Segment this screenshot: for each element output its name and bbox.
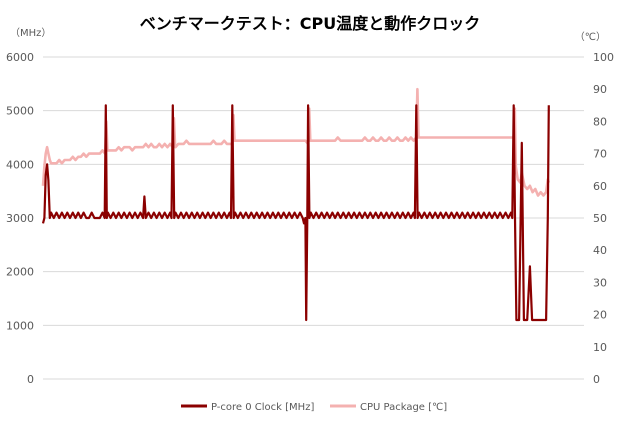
right-tick-label: 50 [593, 212, 607, 225]
left-tick-label: 4000 [6, 158, 34, 171]
left-tick-label: 2000 [6, 266, 34, 279]
right-tick-label: 60 [593, 180, 607, 193]
series-lines [41, 87, 551, 322]
right-tick-label: 30 [593, 276, 607, 289]
left-tick-label: 0 [27, 373, 34, 386]
legend: P-core 0 Clock [MHz] CPU Package [℃] [181, 402, 447, 413]
left-axis-unit: （MHz） [10, 27, 51, 39]
right-tick-label: 70 [593, 148, 607, 161]
legend-label-p-core-clock: P-core 0 Clock [MHz] [211, 402, 314, 413]
right-tick-label: 20 [593, 309, 607, 322]
left-tick-label: 6000 [6, 51, 34, 64]
right-tick-label: 80 [593, 115, 607, 128]
right-axis-unit: （℃） [575, 31, 606, 43]
chart-title: ベンチマークテスト：CPU温度と動作クロック [140, 14, 480, 33]
left-tick-label: 1000 [6, 319, 34, 332]
left-axis-ticks: 0 1000 2000 3000 4000 5000 6000 [6, 51, 34, 386]
right-tick-label: 90 [593, 83, 607, 96]
series-line-p-core-clock [41, 104, 550, 322]
left-tick-label: 3000 [6, 212, 34, 225]
right-tick-label: 10 [593, 341, 607, 354]
legend-label-cpu-package: CPU Package [℃] [360, 402, 447, 413]
right-tick-label: 100 [593, 51, 614, 64]
right-tick-label: 0 [593, 373, 600, 386]
right-tick-label: 40 [593, 244, 607, 257]
series-line-cpu-package [41, 87, 551, 197]
left-tick-label: 5000 [6, 105, 34, 118]
right-axis-ticks: 0 10 20 30 40 50 60 70 80 90 100 [593, 51, 614, 386]
